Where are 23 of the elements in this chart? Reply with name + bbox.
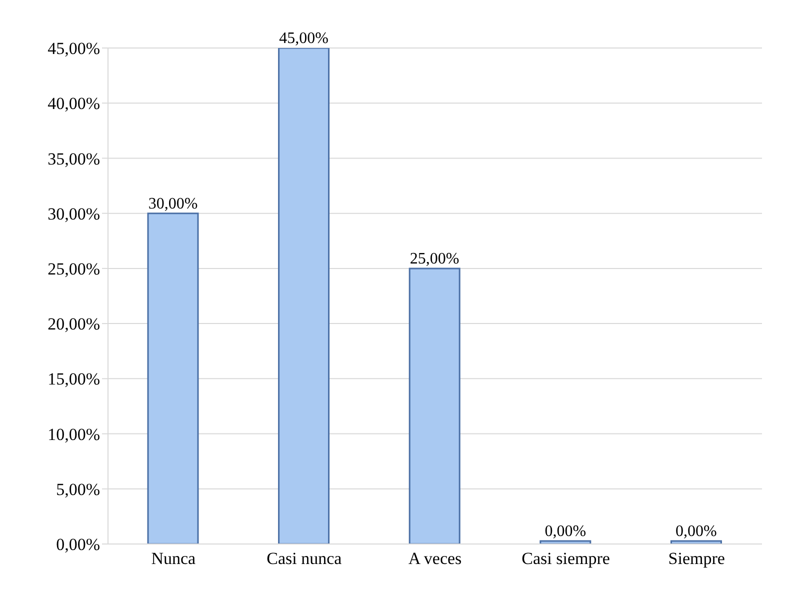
y-tick-label: 35,00% — [48, 149, 100, 168]
x-tick-label: A veces — [408, 549, 462, 568]
y-tick-label: 40,00% — [48, 94, 100, 114]
y-tick-label: 20,00% — [48, 314, 100, 334]
y-tick-label: 45,00% — [48, 39, 100, 58]
y-tick-label: 0,00% — [56, 535, 100, 554]
data-label: 0,00% — [676, 523, 717, 540]
data-label: 45,00% — [279, 30, 328, 47]
y-tick-label: 5,00% — [56, 480, 100, 499]
bar — [147, 212, 199, 544]
bar — [408, 268, 460, 544]
data-label: 25,00% — [410, 250, 460, 268]
y-tick-label: 10,00% — [48, 424, 100, 444]
x-tick-label: Casi siempre — [522, 549, 610, 568]
x-tick-label: Siempre — [668, 549, 725, 568]
data-label: 30,00% — [148, 195, 198, 212]
y-tick-label: 15,00% — [48, 370, 100, 389]
x-tick-label: Casi nunca — [266, 549, 342, 568]
y-tick-label: 25,00% — [48, 259, 100, 278]
bar — [278, 48, 330, 544]
x-tick-label: Nunca — [151, 549, 196, 568]
y-tick-label: 30,00% — [48, 204, 100, 224]
data-label: 0,00% — [544, 523, 586, 540]
